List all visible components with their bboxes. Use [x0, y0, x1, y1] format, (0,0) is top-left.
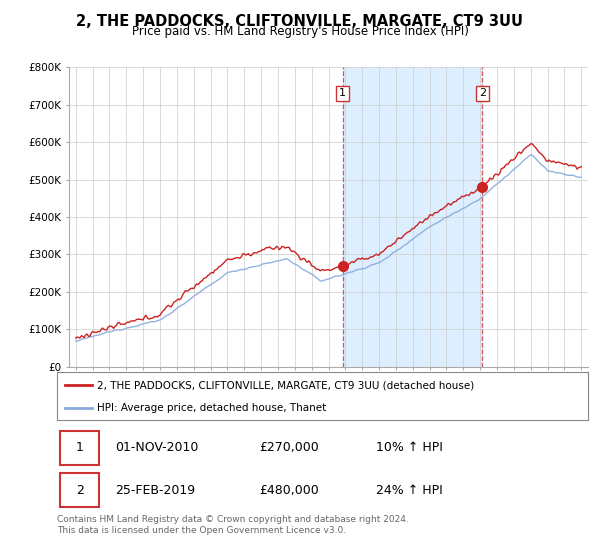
Bar [343, 67, 482, 367]
Text: 2: 2 [76, 484, 83, 497]
Text: Contains HM Land Registry data © Crown copyright and database right 2024.
This d: Contains HM Land Registry data © Crown c… [57, 515, 409, 535]
Text: 1: 1 [339, 88, 346, 99]
Text: 25-FEB-2019: 25-FEB-2019 [115, 484, 196, 497]
Text: 2, THE PADDOCKS, CLIFTONVILLE, MARGATE, CT9 3UU (detached house): 2, THE PADDOCKS, CLIFTONVILLE, MARGATE, … [97, 380, 474, 390]
Text: 2, THE PADDOCKS, CLIFTONVILLE, MARGATE, CT9 3UU: 2, THE PADDOCKS, CLIFTONVILLE, MARGATE, … [77, 14, 523, 29]
Text: 24% ↑ HPI: 24% ↑ HPI [376, 484, 442, 497]
Text: HPI: Average price, detached house, Thanet: HPI: Average price, detached house, Than… [97, 403, 326, 413]
Text: 2: 2 [479, 88, 486, 99]
Text: 01-NOV-2010: 01-NOV-2010 [115, 441, 199, 454]
FancyBboxPatch shape [59, 473, 100, 507]
Text: 10% ↑ HPI: 10% ↑ HPI [376, 441, 442, 454]
Text: £270,000: £270,000 [259, 441, 319, 454]
Text: 1: 1 [76, 441, 83, 454]
FancyBboxPatch shape [59, 431, 100, 465]
Text: £480,000: £480,000 [259, 484, 319, 497]
Text: Price paid vs. HM Land Registry's House Price Index (HPI): Price paid vs. HM Land Registry's House … [131, 25, 469, 38]
